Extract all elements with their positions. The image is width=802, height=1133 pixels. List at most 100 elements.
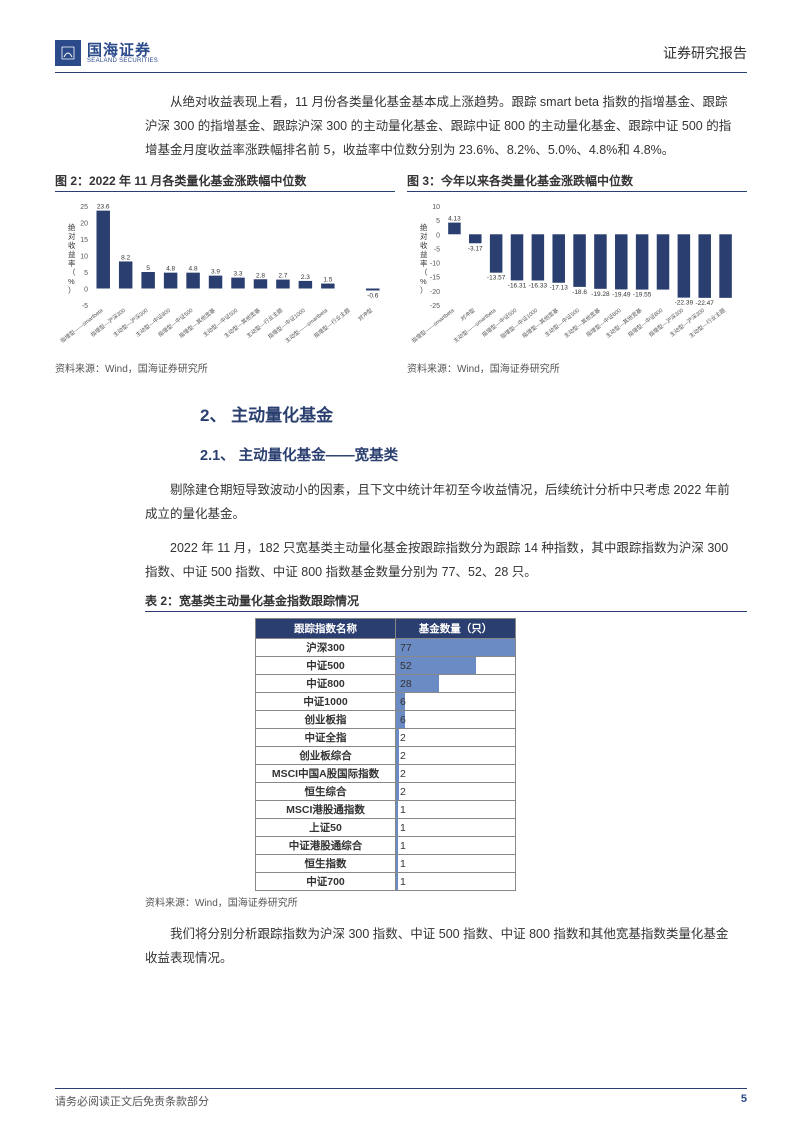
logo-icon: [55, 40, 81, 66]
svg-text:-13.57: -13.57: [487, 275, 506, 282]
svg-text:指增型—中证500: 指增型—中证500: [480, 307, 518, 339]
svg-text:指增型—行业主题: 指增型—行业主题: [312, 306, 352, 340]
svg-text:2.3: 2.3: [301, 274, 310, 281]
svg-text:25: 25: [80, 204, 88, 211]
table-row: 恒生综合2: [256, 783, 516, 801]
svg-text:绝: 绝: [420, 222, 428, 232]
chart-2: 图 2：2022 年 11 月各类量化基金涨跌幅中位数 -50510152025…: [55, 172, 395, 375]
svg-text:4.8: 4.8: [189, 266, 198, 273]
table-2-caption: 表 2：宽基类主动量化基金指数跟踪情况: [145, 592, 747, 612]
svg-text:8.2: 8.2: [121, 255, 130, 262]
svg-text:5: 5: [436, 218, 440, 225]
svg-text:-22.39: -22.39: [675, 300, 694, 307]
svg-text:-16.33: -16.33: [529, 283, 548, 290]
svg-text:5: 5: [146, 265, 150, 272]
svg-text:0: 0: [436, 233, 440, 240]
svg-text:-18.6: -18.6: [572, 289, 587, 296]
section-2-heading: 2、 主动量化基金: [200, 401, 747, 426]
svg-text:益: 益: [420, 249, 428, 259]
table-row: 创业板指6: [256, 711, 516, 729]
table-2-col2: 基金数量（只）: [396, 619, 516, 639]
svg-text:主动型—其他宽基: 主动型—其他宽基: [562, 306, 602, 340]
chart-3-title: 图 3：今年以来各类量化基金涨跌幅中位数: [407, 172, 747, 192]
svg-text:（: （: [420, 268, 428, 277]
svg-text:指增型——smartbeta: 指增型——smartbeta: [59, 306, 106, 345]
svg-text:%: %: [68, 277, 75, 286]
svg-text:指增型—其他宽基: 指增型—其他宽基: [520, 306, 560, 340]
table-row: 沪深30077: [256, 639, 516, 657]
svg-text:-16.31: -16.31: [508, 283, 527, 290]
table-row: 中证50052: [256, 657, 516, 675]
svg-text:）: ）: [68, 286, 76, 295]
svg-text:-19.28: -19.28: [591, 291, 610, 298]
svg-text:收: 收: [68, 240, 76, 250]
table-row: 中证全指2: [256, 729, 516, 747]
svg-text:1.5: 1.5: [323, 277, 332, 284]
svg-text:23.6: 23.6: [97, 204, 110, 211]
chart-2-title: 图 2：2022 年 11 月各类量化基金涨跌幅中位数: [55, 172, 395, 192]
svg-text:10: 10: [432, 204, 440, 211]
svg-text:5: 5: [84, 270, 88, 277]
table-row: 中证7001: [256, 873, 516, 891]
svg-text:-25: -25: [430, 303, 440, 310]
table-row: 恒生指数1: [256, 855, 516, 873]
paragraph-3: 2022 年 11 月，182 只宽基类主动量化基金按跟踪指数分为跟踪 14 种…: [145, 537, 737, 585]
svg-text:-3.17: -3.17: [468, 246, 483, 253]
svg-text:0: 0: [84, 287, 88, 294]
logo-text-en: SEALAND SECURITIES: [87, 58, 158, 64]
svg-text:主动型—中证500: 主动型—中证500: [543, 307, 581, 339]
svg-text:-15: -15: [430, 275, 440, 282]
page-footer: 请务必阅读正文后免责条款部分 5: [55, 1088, 747, 1109]
svg-text:对冲型: 对冲型: [459, 306, 477, 323]
svg-text:主动型—行业主题: 主动型—行业主题: [245, 306, 285, 340]
svg-text:2.7: 2.7: [278, 273, 287, 280]
svg-text:-19.49: -19.49: [612, 292, 631, 299]
paragraph-2: 剔除建仓期短导致波动小的因素，且下文中统计年初至今收益情况，后续统计分析中只考虑…: [145, 479, 737, 527]
svg-text:指增型—中证1000: 指增型—中证1000: [499, 307, 540, 341]
section-2-1-heading: 2.1、 主动量化基金——宽基类: [200, 444, 747, 465]
svg-text:主动型—沪深300: 主动型—沪深300: [668, 307, 706, 339]
svg-text:-22.47: -22.47: [695, 300, 714, 307]
svg-text:3.9: 3.9: [211, 269, 220, 276]
svg-text:收: 收: [420, 240, 428, 250]
svg-text:-5: -5: [434, 247, 440, 254]
chart-2-svg: -50510152025绝对收益率（%）23.6指增型——smartbeta8.…: [55, 198, 395, 353]
page-header: 国海证券 SEALAND SECURITIES 证券研究报告: [55, 40, 747, 73]
svg-text:4.13: 4.13: [448, 216, 461, 223]
table-row: MSCI中国A股国际指数2: [256, 765, 516, 783]
svg-text:对冲型: 对冲型: [356, 306, 374, 323]
paragraph-1: 从绝对收益表现上看，11 月份各类量化基金基本成上涨趋势。跟踪 smart be…: [145, 91, 737, 162]
table-2: 跟踪指数名称 基金数量（只） 沪深30077中证50052中证80028中证10…: [255, 618, 747, 891]
svg-text:10: 10: [80, 254, 88, 261]
svg-text:指增型——smartbeta: 指增型——smartbeta: [410, 306, 457, 345]
svg-text:对: 对: [68, 231, 76, 241]
svg-text:-10: -10: [430, 261, 440, 268]
table-row: 中证10006: [256, 693, 516, 711]
svg-text:主动型—行业主题: 主动型—行业主题: [687, 306, 727, 340]
svg-text:%: %: [420, 277, 427, 286]
svg-text:-19.55: -19.55: [633, 292, 652, 299]
svg-text:对: 对: [420, 231, 428, 241]
svg-text:2.8: 2.8: [256, 273, 265, 280]
svg-text:主动型—其他宽基: 主动型—其他宽基: [604, 306, 644, 340]
chart-3: 图 3：今年以来各类量化基金涨跌幅中位数 -25 -20 -15 -10 -5 0 5 10 绝…: [407, 172, 747, 375]
chart-3-svg: -25 -20 -15 -10 -5 0 5 10 绝对收益率（%） 4.13 指增型——smart…: [407, 198, 747, 353]
logo: 国海证券 SEALAND SECURITIES: [55, 40, 158, 66]
table-row: 创业板综合2: [256, 747, 516, 765]
table-row: 中证港股通综合1: [256, 837, 516, 855]
svg-text:益: 益: [68, 249, 76, 259]
svg-text:4.8: 4.8: [166, 266, 175, 273]
table-2-col1: 跟踪指数名称: [256, 619, 396, 639]
table-2-source: 资料来源：Wind，国海证券研究所: [145, 894, 747, 909]
svg-text:（: （: [68, 268, 76, 277]
svg-text:指增型—中证800: 指增型—中证800: [584, 307, 622, 339]
table-row: MSCI港股通指数1: [256, 801, 516, 819]
svg-text:绝: 绝: [68, 222, 76, 232]
footer-page-number: 5: [741, 1093, 747, 1109]
svg-text:主动型—其他宽基: 主动型—其他宽基: [222, 306, 262, 340]
svg-text:-20: -20: [430, 289, 440, 296]
table-row: 上证501: [256, 819, 516, 837]
svg-text:）: ）: [420, 286, 428, 295]
svg-text:率: 率: [420, 258, 428, 268]
svg-text:指增型—中证1000: 指增型—中证1000: [266, 307, 307, 341]
